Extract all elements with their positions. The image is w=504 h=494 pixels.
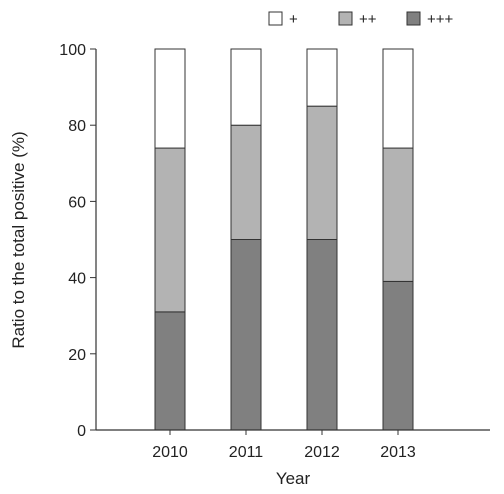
y-tick-label: 20 xyxy=(68,347,86,364)
bar-2013-+ xyxy=(382,48,414,149)
legend-swatch xyxy=(338,11,353,26)
bar-2010-+ xyxy=(154,48,186,149)
legend-swatch xyxy=(268,11,283,26)
legend: + ++ +++ xyxy=(268,11,454,28)
x-tick-label: 2011 xyxy=(229,444,264,461)
bar-2012-++ xyxy=(306,105,338,241)
bar-2012-+++ xyxy=(306,239,338,431)
x-tick-label: 2010 xyxy=(152,444,188,461)
y-tick-label: 60 xyxy=(68,194,86,211)
legend-label: +++ xyxy=(427,11,454,28)
axes: 2010 2011 2012 2013 0 20 40 60 80 100 xyxy=(59,42,490,461)
bar-2012-+ xyxy=(306,48,338,107)
legend-label: ++ xyxy=(359,11,377,28)
legend-swatch xyxy=(406,11,421,26)
x-tick-label: 2013 xyxy=(380,444,416,461)
x-axis-label: Year xyxy=(276,469,311,488)
y-tick-label: 40 xyxy=(68,271,86,288)
y-tick-label: 100 xyxy=(59,42,86,59)
legend-label: + xyxy=(289,11,298,28)
x-tick-label: 2012 xyxy=(304,444,340,461)
bar-2011-++ xyxy=(230,124,262,240)
bars xyxy=(154,48,414,431)
y-tick-label: 80 xyxy=(68,118,86,135)
bar-2013-++ xyxy=(382,147,414,282)
y-tick-label: 0 xyxy=(77,423,86,440)
bar-2011-+ xyxy=(230,48,262,126)
y-axis-label: Ratio to the total positive (%) xyxy=(9,131,28,348)
bar-2010-++ xyxy=(154,147,186,313)
bar-2011-+++ xyxy=(230,239,262,431)
bar-2013-+++ xyxy=(382,280,414,431)
bar-2010-+++ xyxy=(154,311,186,431)
